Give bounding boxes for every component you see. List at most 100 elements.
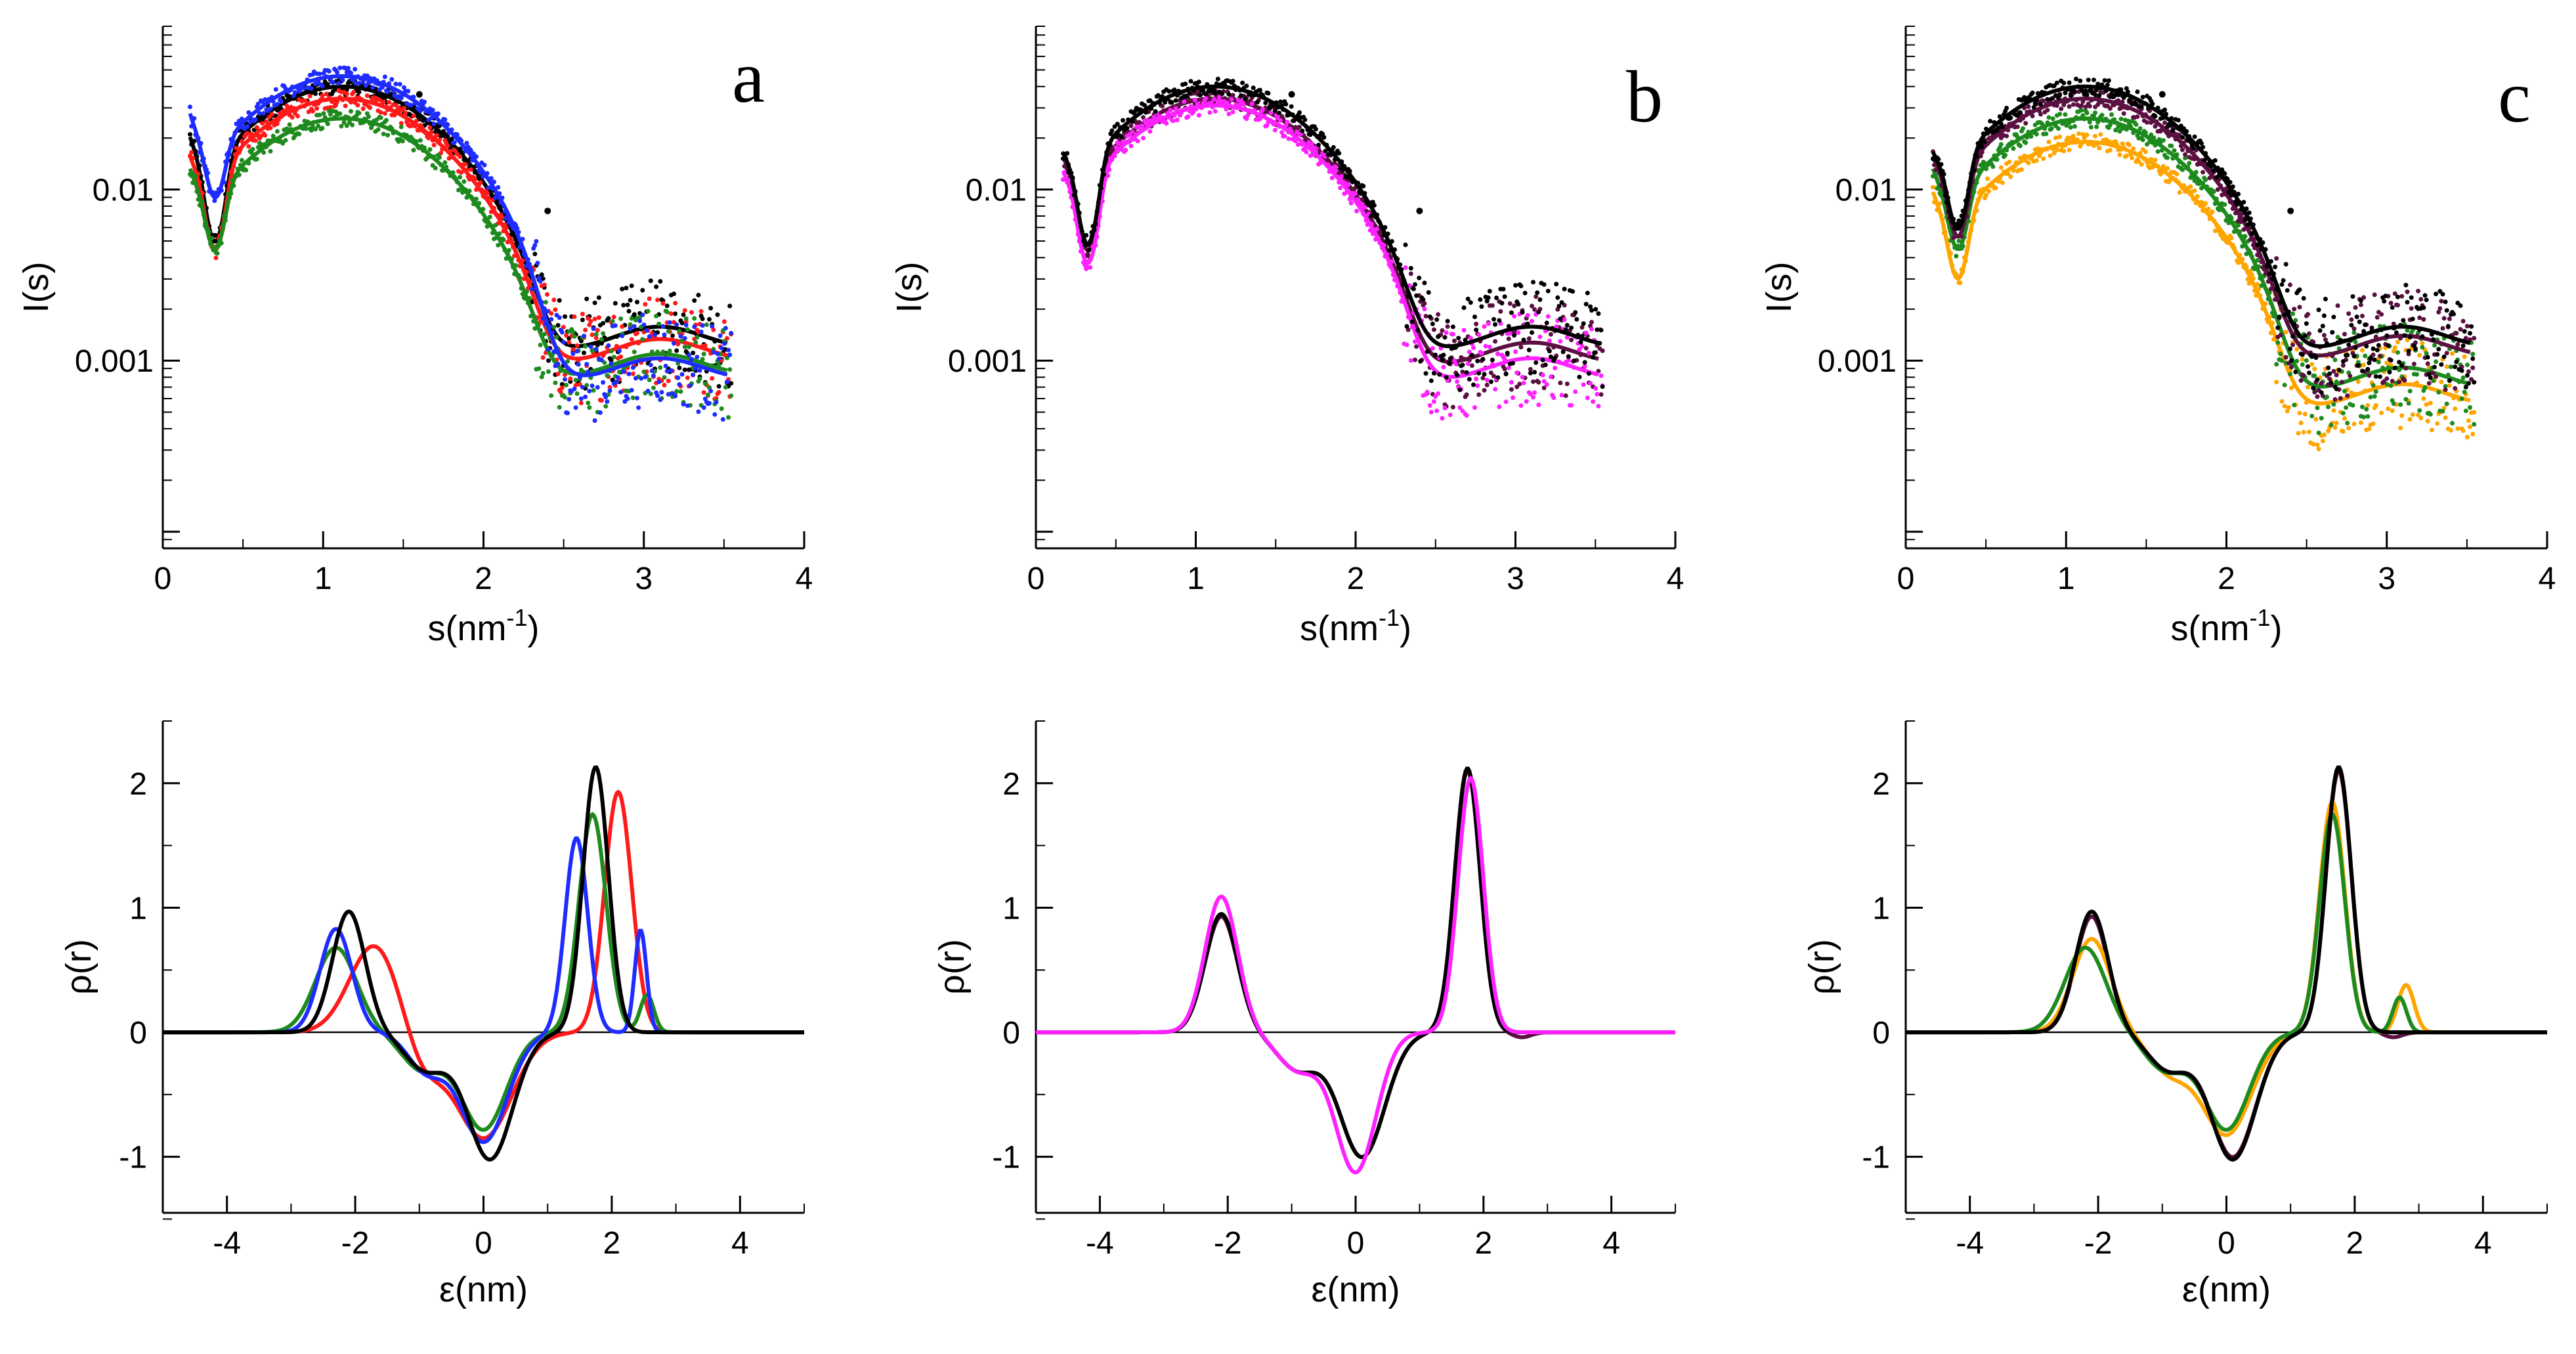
data-point (2233, 250, 2238, 255)
x-axis-label: s(nm-1) (428, 604, 540, 648)
data-point (1974, 180, 1979, 185)
data-point (1369, 221, 1374, 227)
data-point (2048, 153, 2053, 158)
data-point (2252, 288, 2257, 294)
data-point (189, 123, 194, 129)
data-point (2374, 315, 2380, 320)
data-point (2345, 420, 2350, 426)
profile-line-green (163, 812, 804, 1132)
data-point (546, 369, 551, 374)
data-point (545, 309, 549, 314)
data-point (1444, 375, 1449, 380)
data-point (431, 154, 437, 160)
data-point (586, 401, 591, 406)
data-point (1997, 176, 2002, 181)
data-point (2374, 385, 2380, 390)
data-point (2143, 101, 2148, 106)
data-point (1445, 318, 1450, 324)
data-point (1992, 133, 1997, 139)
series-orange (1931, 131, 2477, 452)
x-tick-label: 1 (1187, 561, 1205, 596)
data-point (274, 121, 280, 126)
data-point (1286, 136, 1291, 141)
data-point (1279, 130, 1285, 135)
data-point (1065, 151, 1070, 156)
data-point (2372, 394, 2377, 399)
data-point (2436, 347, 2441, 352)
data-point (2422, 293, 2428, 298)
data-point (2290, 311, 2296, 317)
data-point (592, 317, 597, 322)
data-point (2134, 122, 2139, 127)
data-point (418, 114, 423, 119)
data-point (1157, 100, 1162, 105)
data-point (490, 230, 495, 236)
data-point (1984, 126, 1988, 131)
data-point (2351, 353, 2357, 359)
data-point (1506, 365, 1511, 370)
data-point (298, 104, 303, 110)
data-point (2146, 135, 2151, 141)
data-point (2388, 383, 2394, 388)
data-point (2415, 380, 2419, 385)
outlier-point (1288, 91, 1295, 98)
data-point (1448, 356, 1453, 361)
data-point (1168, 108, 1173, 113)
data-point (2117, 152, 2122, 158)
series-magenta (1060, 95, 1605, 421)
data-point (727, 303, 733, 309)
data-point (1966, 219, 1971, 224)
data-point (1492, 363, 1496, 368)
data-point (1941, 171, 1946, 177)
data-point (2365, 414, 2371, 419)
data-point (2453, 364, 2458, 370)
data-point (1167, 89, 1172, 94)
data-point (2311, 441, 2316, 447)
data-point (2227, 180, 2233, 185)
data-point (502, 209, 507, 214)
data-point (1078, 224, 1083, 229)
data-point (1313, 148, 1318, 154)
data-point (1196, 79, 1201, 85)
data-point (1945, 242, 1950, 248)
data-point (2046, 115, 2051, 120)
data-point (1967, 232, 1973, 237)
data-point (411, 148, 416, 153)
data-point (1581, 321, 1586, 326)
data-point (1577, 374, 1582, 380)
data-point (2071, 102, 2076, 107)
data-point (2059, 106, 2064, 112)
data-point (612, 301, 618, 306)
data-point (2463, 385, 2468, 389)
data-point (230, 168, 235, 173)
data-point (1107, 142, 1112, 148)
data-point (516, 257, 521, 263)
data-point (1518, 403, 1524, 408)
data-point (2022, 95, 2027, 100)
data-point (462, 179, 467, 184)
data-point (1279, 103, 1285, 108)
data-point (2398, 322, 2403, 328)
data-point (478, 180, 483, 185)
data-point (469, 158, 475, 163)
data-point (459, 138, 464, 143)
data-point (398, 124, 404, 129)
data-point (2254, 232, 2259, 237)
x-tick-label: 0 (1897, 561, 1915, 596)
fit-curve (1931, 97, 2471, 358)
data-point (1517, 382, 1522, 387)
fit-curve (1061, 103, 1599, 380)
data-point (1199, 105, 1204, 110)
data-point (324, 91, 329, 97)
data-point (2153, 114, 2158, 119)
data-point (2031, 108, 2036, 114)
data-point (2357, 319, 2362, 324)
data-point (2304, 358, 2309, 363)
data-point (400, 93, 405, 97)
data-point (2255, 258, 2260, 263)
data-point (1211, 97, 1216, 102)
data-point (2358, 302, 2363, 307)
data-point (1585, 290, 1590, 295)
data-point (370, 122, 376, 127)
